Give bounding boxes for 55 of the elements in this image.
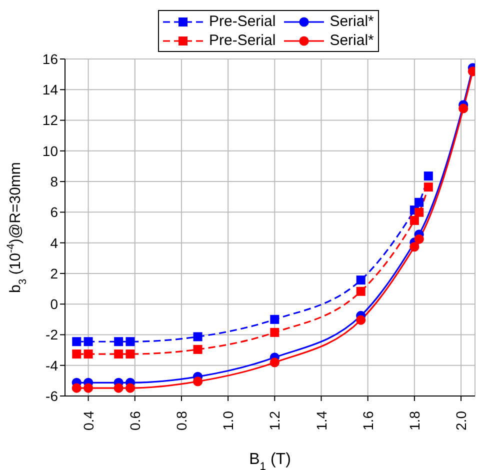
point — [410, 216, 419, 225]
x-tick-label: 1.8 — [406, 410, 422, 430]
point — [270, 358, 280, 368]
point — [126, 337, 135, 346]
y-tick-label: -6 — [46, 388, 58, 404]
y-tick-label: 14 — [42, 82, 58, 98]
y-tick-label: -4 — [46, 357, 58, 374]
point — [356, 276, 366, 285]
x-tick-label: 0.6 — [126, 410, 143, 430]
point — [114, 337, 124, 346]
x-tick-label: 1.0 — [220, 410, 236, 430]
point — [193, 332, 202, 342]
legend-label: Serial* — [330, 31, 374, 50]
x-tick-label: 1.6 — [360, 410, 376, 430]
y-tick-label: 16 — [42, 50, 58, 67]
x-tick-label: 2.0 — [453, 410, 470, 430]
point — [414, 208, 424, 217]
y-tick-label: 4 — [50, 234, 58, 251]
point — [356, 315, 366, 325]
legend-label: Pre-Serial — [209, 31, 276, 50]
point — [458, 104, 468, 114]
y-tick-label: 6 — [50, 204, 58, 220]
point — [72, 350, 82, 359]
point — [270, 328, 280, 337]
point — [125, 383, 136, 393]
x-tick-label: 0.4 — [80, 410, 96, 430]
legend-label: Serial* — [330, 12, 374, 31]
point — [84, 337, 93, 346]
point — [84, 350, 93, 359]
point — [114, 350, 124, 359]
x-tick-label: 1.4 — [313, 410, 330, 430]
point — [424, 172, 433, 181]
point — [356, 286, 366, 296]
point — [270, 314, 280, 324]
point — [414, 234, 424, 244]
point — [414, 198, 424, 207]
y-tick-label: 2 — [50, 265, 58, 282]
x-tick-label: 0.8 — [173, 410, 190, 430]
x-axis-title: B$_{1}$ (T) — [249, 451, 291, 470]
point — [410, 242, 420, 252]
y-tick-label: 0 — [50, 296, 58, 312]
point — [114, 383, 124, 393]
y-tick-label: 10 — [42, 142, 58, 159]
legend-label: Pre-Serial — [209, 12, 276, 31]
y-tick-label: -2 — [46, 326, 58, 343]
point — [83, 383, 94, 393]
point — [192, 376, 203, 386]
y-tick-label: 8 — [50, 174, 58, 190]
point — [72, 337, 82, 346]
point — [126, 350, 135, 359]
point — [424, 182, 433, 192]
x-tick-label: 1.2 — [266, 410, 283, 430]
point — [193, 344, 202, 354]
point — [72, 383, 82, 393]
y-tick-label: 12 — [42, 112, 58, 128]
